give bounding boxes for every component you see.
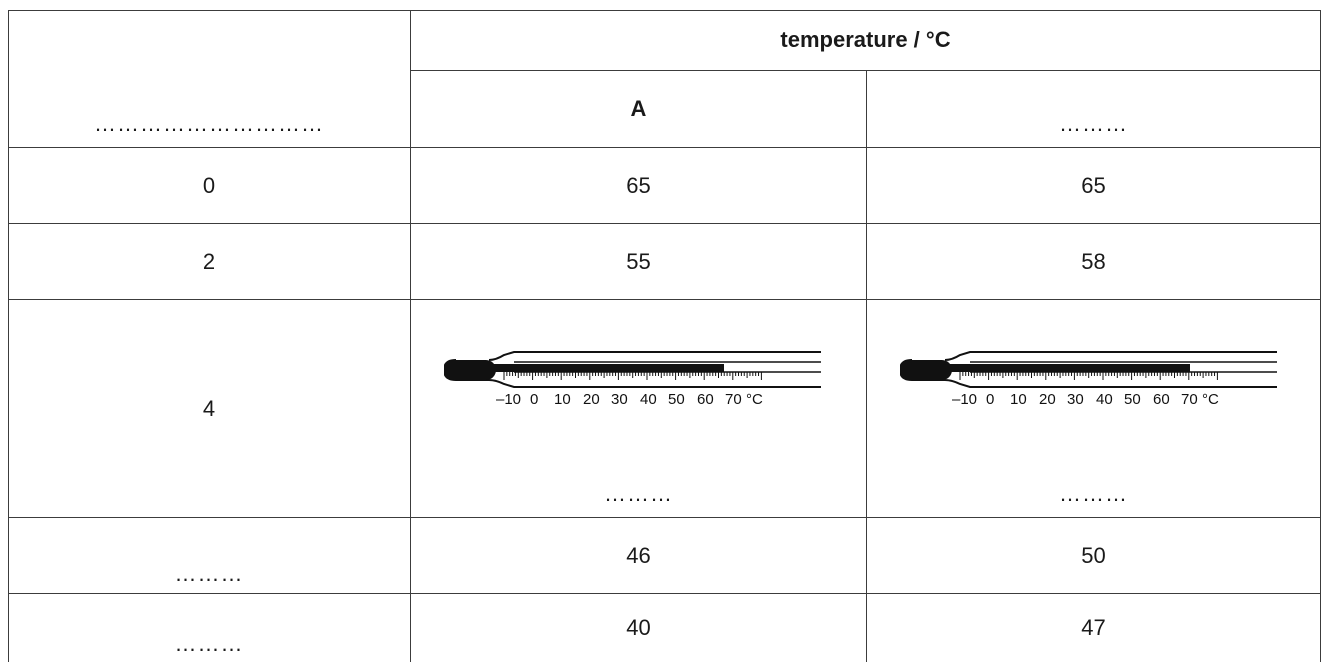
row-divider <box>8 223 1321 224</box>
table-right-border <box>1320 10 1321 662</box>
header-divider <box>410 70 1321 71</box>
svg-text:50: 50 <box>668 391 685 408</box>
svg-text:20: 20 <box>583 391 600 408</box>
svg-text:°C: °C <box>1202 391 1219 408</box>
svg-text:50: 50 <box>1124 391 1141 408</box>
column-a-header: A <box>630 96 647 121</box>
svg-text:0: 0 <box>530 391 538 408</box>
temperature-header: temperature / °C <box>780 27 951 52</box>
row-divider <box>8 147 1321 148</box>
time-cell-placeholder: ……… <box>174 561 244 586</box>
thermometer-a: –10 0 10 20 30 40 50 60 70 °C <box>442 340 844 415</box>
svg-text:40: 40 <box>1096 391 1113 408</box>
svg-text:30: 30 <box>611 391 628 408</box>
svg-text:–10: –10 <box>496 391 521 408</box>
time-cell: 2 <box>202 248 216 274</box>
temperature-a-cell: 40 <box>626 615 651 640</box>
data-table: temperature / °C ………………………… A ……… 0 65 6… <box>8 10 1321 672</box>
temperature-b-cell: 65 <box>1081 172 1106 198</box>
svg-text:40: 40 <box>640 391 657 408</box>
svg-text:30: 30 <box>1067 391 1084 408</box>
row-divider <box>8 593 1321 594</box>
row-divider <box>8 299 1321 300</box>
reading-b-placeholder: ……… <box>1059 480 1128 506</box>
column-divider <box>410 10 411 662</box>
temperature-a-cell: 65 <box>626 172 651 198</box>
time-cell-placeholder: ……… <box>174 631 244 656</box>
svg-text:20: 20 <box>1039 391 1056 408</box>
svg-text:60: 60 <box>697 391 714 408</box>
temperature-b-cell: 58 <box>1081 248 1106 274</box>
svg-text:60: 60 <box>1153 391 1170 408</box>
thermometer-b: –10 0 10 20 30 40 50 60 70 °C <box>898 340 1300 415</box>
column-b-header-placeholder: ……… <box>1059 110 1128 136</box>
thermometer-a-graphic: –10 0 10 20 30 40 50 60 70 °C <box>442 351 821 408</box>
svg-text:10: 10 <box>1010 391 1027 408</box>
svg-text:°C: °C <box>746 391 763 408</box>
time-cell: 4 <box>202 395 216 421</box>
temperature-a-cell: 55 <box>626 248 651 274</box>
row-divider <box>8 517 1321 518</box>
reading-a-placeholder: ……… <box>604 480 673 506</box>
temperature-b-cell: 50 <box>1081 542 1106 568</box>
table-left-border <box>8 10 9 662</box>
time-cell: 0 <box>202 172 216 198</box>
temperature-b-cell: 47 <box>1081 615 1106 640</box>
thermometer-b-graphic: –10 0 10 20 30 40 50 60 70 °C <box>898 351 1277 408</box>
svg-text:–10: –10 <box>952 391 977 408</box>
svg-text:0: 0 <box>986 391 994 408</box>
svg-text:10: 10 <box>554 391 571 408</box>
svg-text:70: 70 <box>725 391 742 408</box>
temperature-a-cell: 46 <box>626 542 651 568</box>
svg-text:70: 70 <box>1181 391 1198 408</box>
time-header-placeholder: ………………………… <box>94 110 324 136</box>
column-divider <box>866 70 867 662</box>
table-top-border <box>8 10 1321 11</box>
